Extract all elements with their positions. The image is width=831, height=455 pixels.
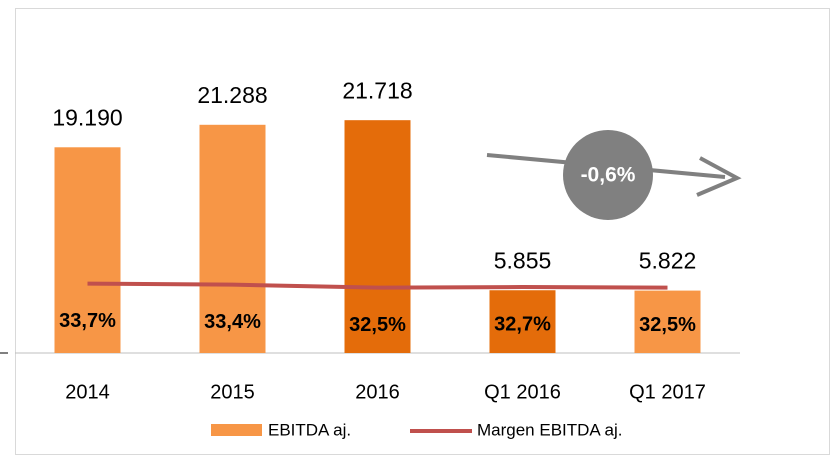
x-tick-label: Q1 2017 [629, 381, 706, 403]
margin-label: 32,7% [494, 313, 551, 335]
bar-value-label: 5.822 [639, 248, 697, 274]
bar-value-label: 19.190 [52, 104, 122, 130]
x-tick-label: Q1 2016 [484, 381, 561, 403]
bar-value-label: 21.288 [197, 82, 267, 108]
margin-label: 33,7% [59, 310, 116, 332]
trend-arrowhead [696, 156, 742, 197]
bar-value-label: 5.855 [494, 247, 552, 273]
bar [54, 147, 121, 353]
legend-swatch [211, 424, 262, 436]
legend-label: Margen EBITDA aj. [477, 420, 623, 439]
bar [199, 124, 266, 354]
x-tick-label: 2016 [355, 381, 400, 403]
margin-line [87, 281, 668, 290]
margin-label: 32,5% [349, 314, 406, 336]
bar [634, 290, 701, 353]
legend-label: EBITDA aj. [268, 420, 351, 439]
chart-frame [15, 8, 830, 455]
margin-label: 32,5% [639, 314, 696, 336]
annotation-text: -0,6% [581, 164, 636, 187]
x-tick-label: 2014 [65, 381, 110, 403]
margin-label: 33,4% [204, 311, 261, 333]
x-tick-label: 2015 [210, 381, 255, 403]
bar [489, 290, 556, 353]
annotation-circle [563, 130, 653, 220]
bar [344, 120, 411, 353]
bar-value-label: 21.718 [342, 77, 412, 103]
